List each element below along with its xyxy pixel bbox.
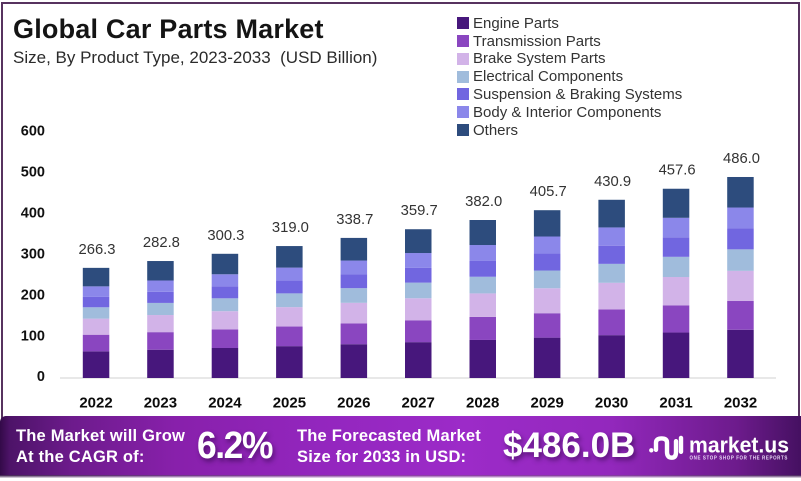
svg-text:200: 200: [21, 287, 45, 303]
svg-text:266.3: 266.3: [78, 242, 115, 258]
svg-text:2029: 2029: [531, 395, 564, 412]
svg-text:2026: 2026: [337, 395, 370, 412]
svg-text:2032: 2032: [724, 395, 757, 412]
svg-text:2027: 2027: [402, 395, 435, 412]
svg-text:2030: 2030: [595, 395, 628, 412]
svg-text:400: 400: [21, 206, 45, 222]
svg-text:359.7: 359.7: [401, 203, 438, 219]
svg-text:486.0: 486.0: [723, 151, 760, 167]
svg-text:2031: 2031: [659, 395, 692, 412]
svg-text:319.0: 319.0: [272, 220, 309, 236]
svg-text:405.7: 405.7: [530, 184, 567, 200]
svg-text:2023: 2023: [144, 395, 177, 412]
svg-text:2024: 2024: [208, 395, 242, 412]
svg-text:ONE STOP SHOP FOR THE REPORTS: ONE STOP SHOP FOR THE REPORTS: [690, 456, 789, 462]
svg-text:market.us: market.us: [689, 433, 789, 458]
svg-text:0: 0: [37, 369, 45, 385]
svg-text:457.6: 457.6: [659, 163, 696, 179]
svg-text:338.7: 338.7: [336, 212, 373, 228]
svg-text:500: 500: [21, 165, 45, 181]
svg-text:600: 600: [21, 124, 45, 140]
svg-text:2025: 2025: [273, 395, 306, 412]
svg-text:282.8: 282.8: [143, 235, 180, 251]
svg-text:300.3: 300.3: [207, 228, 244, 244]
svg-text:100: 100: [21, 328, 45, 344]
svg-text:2022: 2022: [79, 395, 112, 412]
svg-text:382.0: 382.0: [465, 194, 502, 210]
svg-text:2028: 2028: [466, 395, 499, 412]
svg-text:430.9: 430.9: [594, 174, 631, 190]
svg-text:300: 300: [21, 246, 45, 262]
